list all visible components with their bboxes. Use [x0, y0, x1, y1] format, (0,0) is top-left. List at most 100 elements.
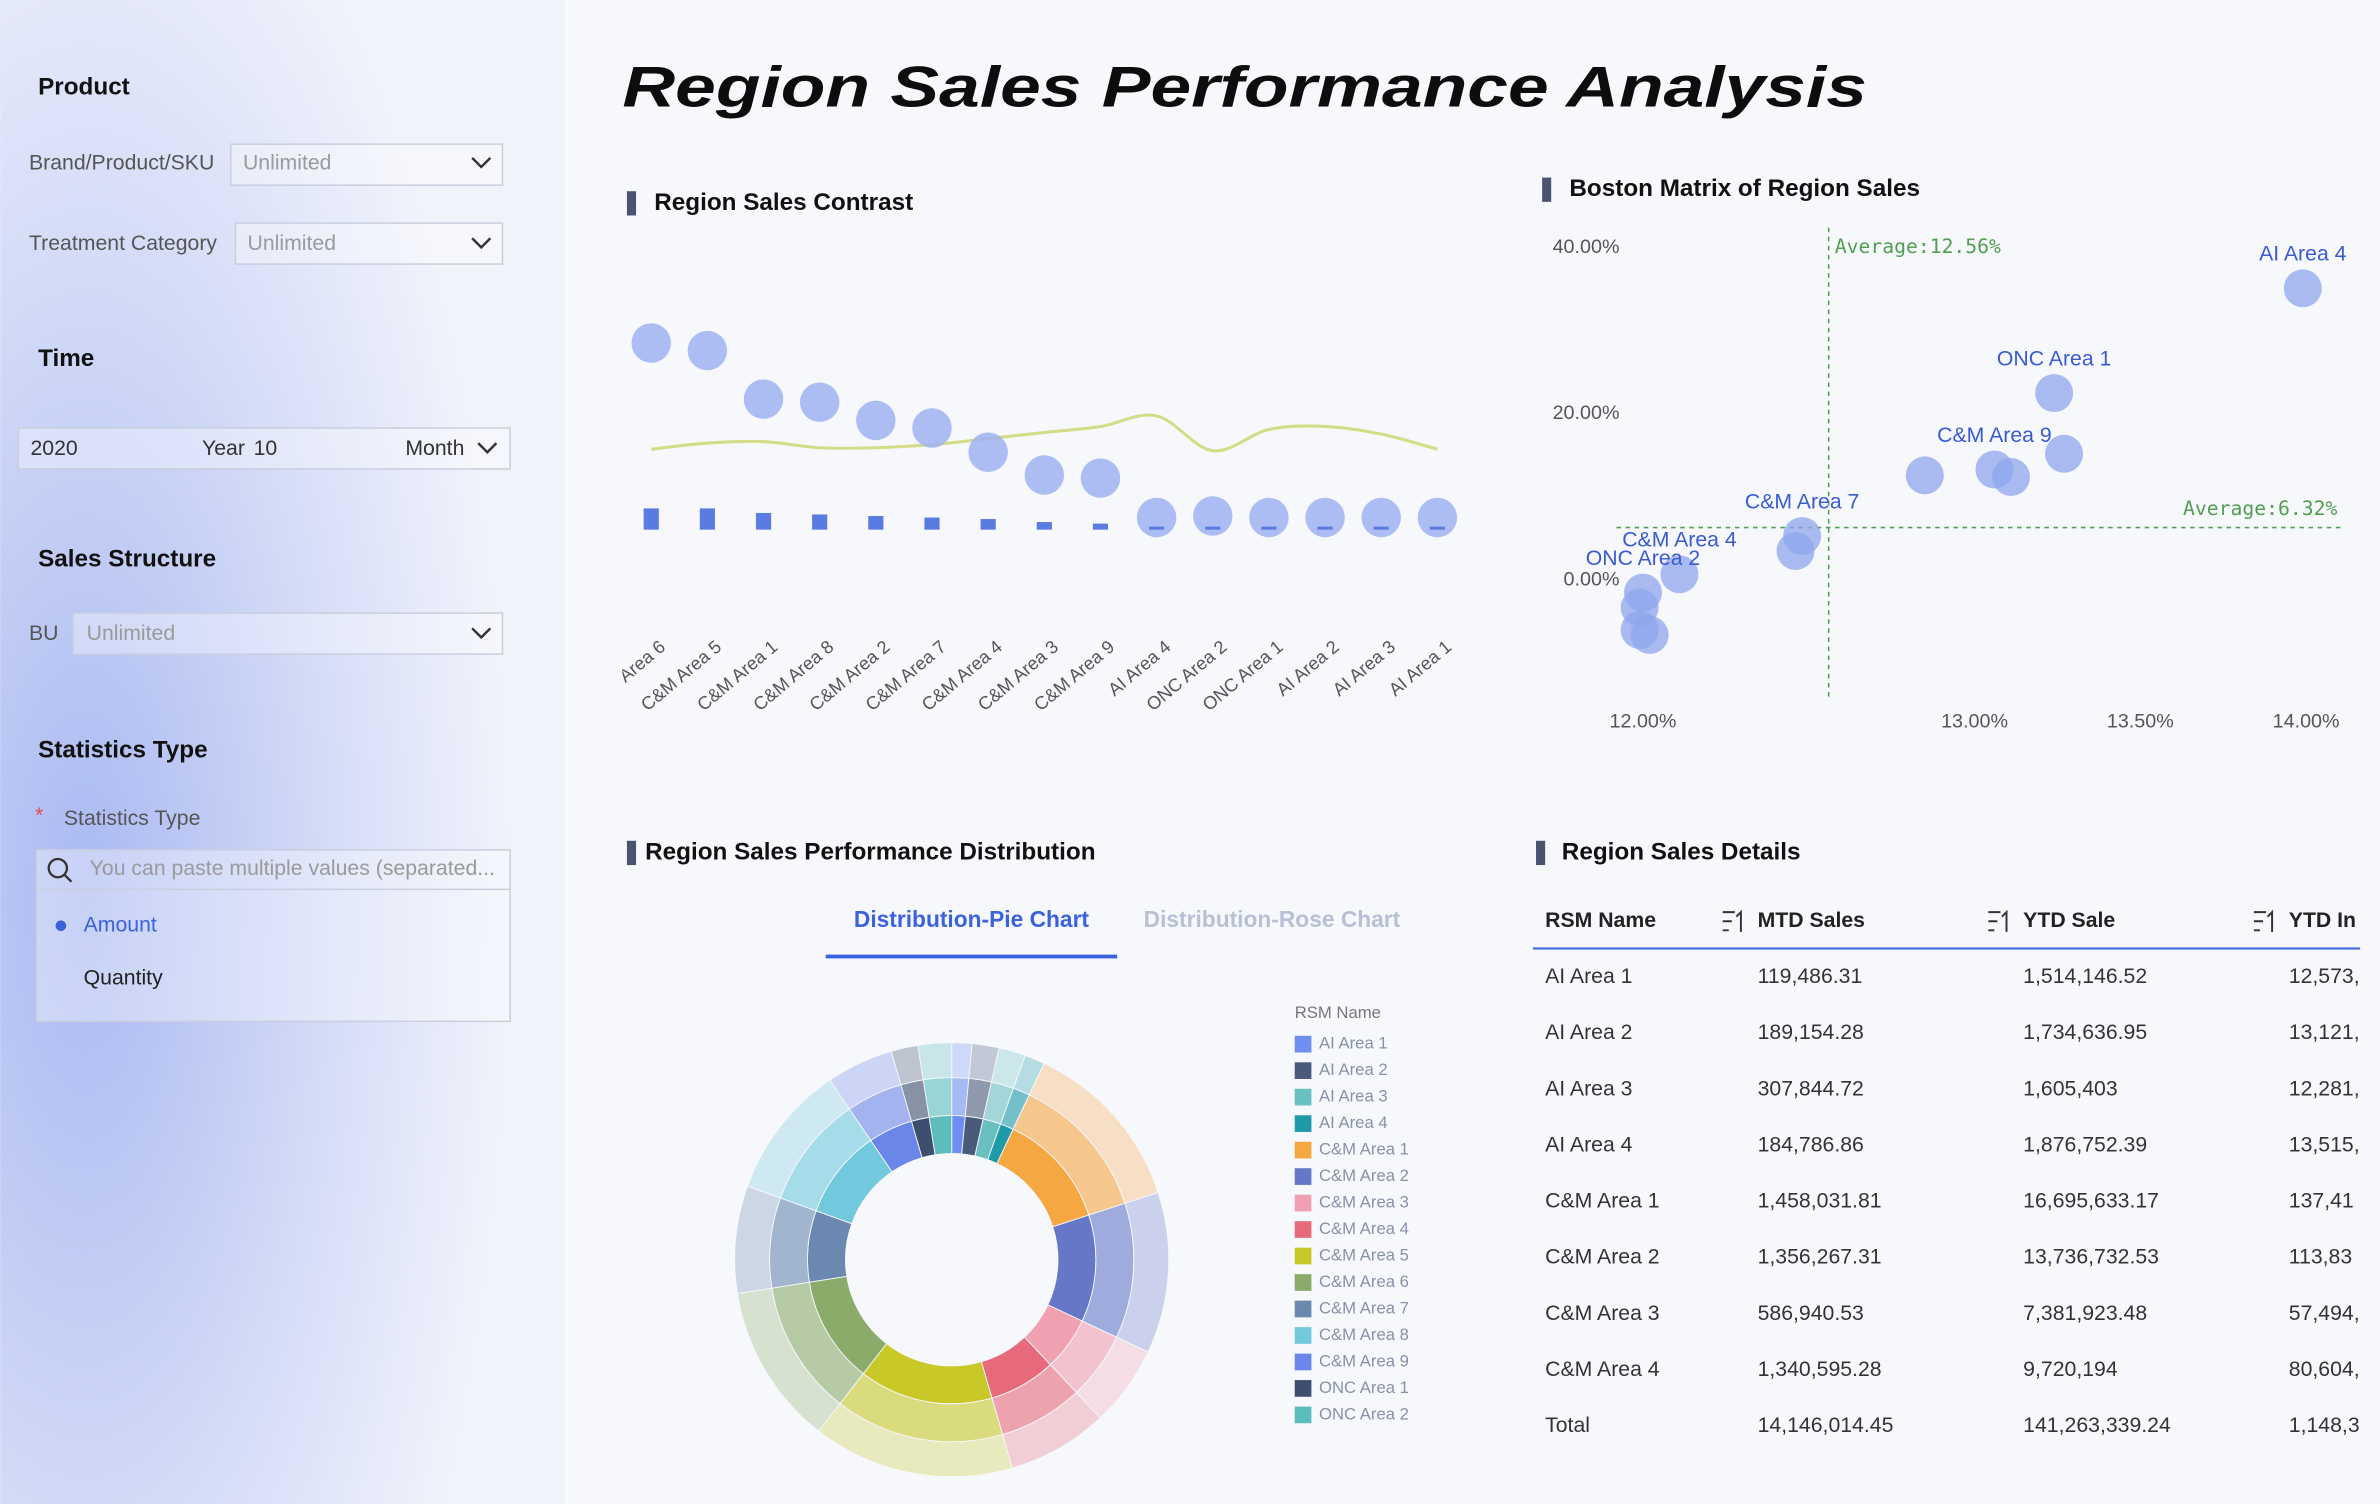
month-value: 10 — [254, 436, 278, 460]
select[interactable] — [230, 143, 504, 186]
search-icon — [63, 874, 73, 883]
legend-label[interactable]: C&M Area 4 — [1319, 1219, 1409, 1238]
sort-icon[interactable] — [1988, 909, 2008, 932]
point-label: C&M Area 4 — [1622, 527, 1737, 551]
legend-label[interactable]: C&M Area 8 — [1319, 1325, 1409, 1344]
legend-swatch — [1294, 1088, 1312, 1106]
legend-label[interactable]: AI Area 2 — [1319, 1060, 1388, 1079]
tab[interactable]: Distribution-Pie Chart — [854, 906, 1090, 932]
legend-swatch — [1294, 1300, 1312, 1318]
legend-label[interactable]: C&M Area 3 — [1319, 1192, 1409, 1211]
legend-label[interactable]: ONC Area 2 — [1319, 1404, 1409, 1423]
bar — [1317, 526, 1333, 530]
bubble — [912, 408, 952, 448]
legend-label[interactable]: C&M Area 2 — [1319, 1166, 1409, 1185]
table-title: Region Sales Details — [1562, 838, 1801, 865]
y-tick-label: 0.00% — [1564, 568, 1620, 590]
date-picker[interactable] — [17, 427, 511, 470]
bubble — [687, 330, 728, 371]
tab-underline — [825, 954, 1118, 959]
table-cell: C&M Area 1 — [1545, 1189, 1659, 1213]
month-unit: Month — [405, 436, 464, 460]
section-title: Product — [38, 73, 130, 100]
legend-label[interactable]: ONC Area 1 — [1319, 1378, 1409, 1397]
table-cell: 119,486.31 — [1758, 964, 1863, 988]
x-tick-label: 13.50% — [2107, 711, 2174, 733]
line — [651, 413, 1438, 453]
option[interactable]: Quantity — [84, 965, 163, 989]
legend-swatch — [1294, 1221, 1312, 1238]
legend-label[interactable]: C&M Area 1 — [1319, 1139, 1409, 1158]
point — [1630, 615, 1669, 654]
table-cell: 9,720,194 — [2023, 1357, 2118, 1381]
table-cell: 1,605,403 — [2023, 1076, 2117, 1100]
pie-slice — [917, 1042, 953, 1081]
bar — [1261, 526, 1277, 530]
select[interactable] — [234, 222, 504, 265]
table-cell: 14,146,014.45 — [1758, 1413, 1894, 1437]
point-label: C&M Area 7 — [1745, 489, 1859, 513]
point-label: ONC Area 2 — [1586, 546, 1700, 570]
table-cell: AI Area 3 — [1545, 1076, 1632, 1100]
legend-swatch — [1294, 1168, 1312, 1185]
chart-title: Region Sales Performance Distribution — [645, 838, 1095, 865]
table-cell: 184,786.86 — [1758, 1132, 1864, 1156]
legend-label[interactable]: C&M Area 9 — [1319, 1351, 1409, 1370]
legend-label[interactable]: C&M Area 7 — [1319, 1298, 1409, 1317]
bar — [1373, 526, 1389, 530]
distribution-chart: Distribution-Pie Chart Distribution-Rose … — [734, 906, 1409, 1478]
field-label: BU — [29, 621, 58, 645]
table-cell: AI Area 2 — [1545, 1020, 1632, 1044]
legend-label[interactable]: C&M Area 6 — [1319, 1272, 1409, 1291]
table-cell: C&M Area 2 — [1545, 1245, 1659, 1269]
year-value: 2020 — [31, 436, 78, 460]
section-title: Statistics Type — [38, 737, 207, 764]
table-cell: C&M Area 4 — [1545, 1357, 1660, 1381]
legend-label[interactable]: AI Area 4 — [1319, 1113, 1388, 1132]
bubble — [1361, 497, 1401, 538]
sort-icon[interactable] — [1722, 909, 1742, 932]
year-unit: Year — [202, 436, 245, 460]
radio-dot — [55, 920, 67, 932]
point-label: ONC Area 1 — [1997, 346, 2111, 370]
boston-matrix: 0.00% 20.00% 40.00% 12.00% 13.00% 13.50% 14.00… — [1553, 227, 2347, 733]
option[interactable]: Amount — [84, 912, 157, 936]
select-value: Unlimited — [243, 151, 332, 175]
point — [2045, 434, 2084, 473]
bubble — [1249, 497, 1289, 538]
column-header: YTD Sale — [2023, 908, 2115, 932]
point — [1992, 458, 2030, 496]
search-input[interactable]: You can paste multiple values (separated… — [90, 856, 495, 880]
legend-label[interactable]: AI Area 1 — [1319, 1034, 1388, 1053]
bar — [755, 512, 772, 530]
table-cell: 113,83 — [2289, 1245, 2352, 1269]
details-table: RSM Name MTD Sales YTD Sale YTD In AI Area 1… — [1532, 908, 2361, 1437]
legend-swatch — [1294, 1353, 1312, 1371]
bubble — [968, 432, 1008, 472]
tab[interactable]: Distribution-Rose Chart — [1144, 906, 1401, 932]
title-marker — [1542, 177, 1552, 202]
table-cell: 586,940.53 — [1758, 1301, 1864, 1325]
required-mark: * — [35, 803, 43, 827]
table-cell: 137,41 — [2289, 1189, 2354, 1213]
bar — [643, 508, 659, 530]
table-cell: 141,263,339.24 — [2023, 1413, 2171, 1437]
legend-label[interactable]: C&M Area 5 — [1319, 1245, 1409, 1264]
bubble — [743, 379, 784, 419]
legend-label[interactable]: AI Area 3 — [1319, 1087, 1388, 1106]
bubble — [799, 382, 840, 422]
chevron — [471, 627, 492, 640]
select[interactable] — [72, 612, 504, 655]
legend-swatch — [1294, 1115, 1312, 1132]
legend-swatch — [1294, 1247, 1312, 1265]
bubble — [1193, 496, 1233, 536]
bar — [868, 516, 884, 530]
legend-swatch — [1294, 1035, 1312, 1053]
sort-icon[interactable] — [2253, 909, 2274, 932]
column-header: YTD In — [2289, 908, 2356, 932]
table-cell: 12,573, — [2289, 964, 2360, 988]
bar — [1205, 526, 1221, 530]
bar — [924, 517, 940, 530]
bar — [980, 519, 996, 530]
